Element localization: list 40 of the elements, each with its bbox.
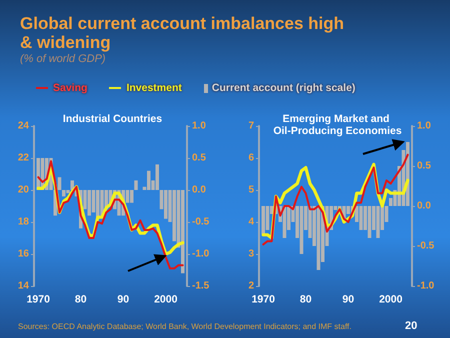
y-tick-label: 7 <box>248 120 254 132</box>
x-tick-label: 90 <box>342 294 354 306</box>
x-tick-label: 80 <box>300 294 312 306</box>
y-tick-label: 2 <box>248 280 254 292</box>
y2-tick-label: -0.5 <box>417 240 435 252</box>
x-tick-label: 80 <box>74 294 87 306</box>
x-tick-label: 2000 <box>154 294 178 306</box>
y-tick-label: 16 <box>18 248 30 260</box>
y2-tick-label: -1.0 <box>417 280 435 292</box>
y2-tick-label: 0.0 <box>192 184 206 196</box>
x-axis-title: Industrial Countries <box>62 113 162 125</box>
y2-tick-label: 1.0 <box>417 120 432 132</box>
legend-label: Investment <box>125 82 182 94</box>
y-tick-label: 24 <box>18 120 30 132</box>
y-tick-label: 3 <box>248 248 254 260</box>
x-axis-title: Emerging Market and Oil-Producing Economies <box>273 113 402 137</box>
y2-tick-label: 0.0 <box>417 200 432 212</box>
y-tick-label: 14 <box>18 280 30 292</box>
y2-tick-label: 0.5 <box>417 160 432 172</box>
x-tick-label: 1970 <box>26 294 50 306</box>
y2-tick-label: 1.0 <box>192 120 206 132</box>
chart-title: Global current account imbalances high & widening <box>20 14 346 52</box>
text: 20 <box>405 320 418 332</box>
source-note: Sources: OECD Analytic Database; World Bank, World Development Indicators; and IMF staff. <box>18 322 352 331</box>
y2-tick-label: -1.5 <box>192 280 210 292</box>
legend-label: Saving <box>52 82 88 94</box>
x-tick-label: 90 <box>117 294 130 306</box>
y-tick-label: 18 <box>18 216 30 228</box>
legend-label: Current account (right scale) <box>210 82 356 94</box>
y2-tick-label: -0.5 <box>192 216 210 228</box>
y-tick-label: 20 <box>18 184 30 196</box>
y2-tick-label: 0.5 <box>192 152 206 164</box>
x-tick-label: 1970 <box>252 294 276 306</box>
x-tick-label: 2000 <box>379 294 403 306</box>
y-tick-label: 22 <box>18 152 30 164</box>
y-tick-label: 4 <box>248 216 254 228</box>
chart-subtitle: (% of world GDP) <box>20 53 106 65</box>
y2-tick-label: -1.0 <box>192 248 210 260</box>
y-tick-label: 5 <box>248 184 254 196</box>
y-tick-label: 6 <box>248 152 254 164</box>
